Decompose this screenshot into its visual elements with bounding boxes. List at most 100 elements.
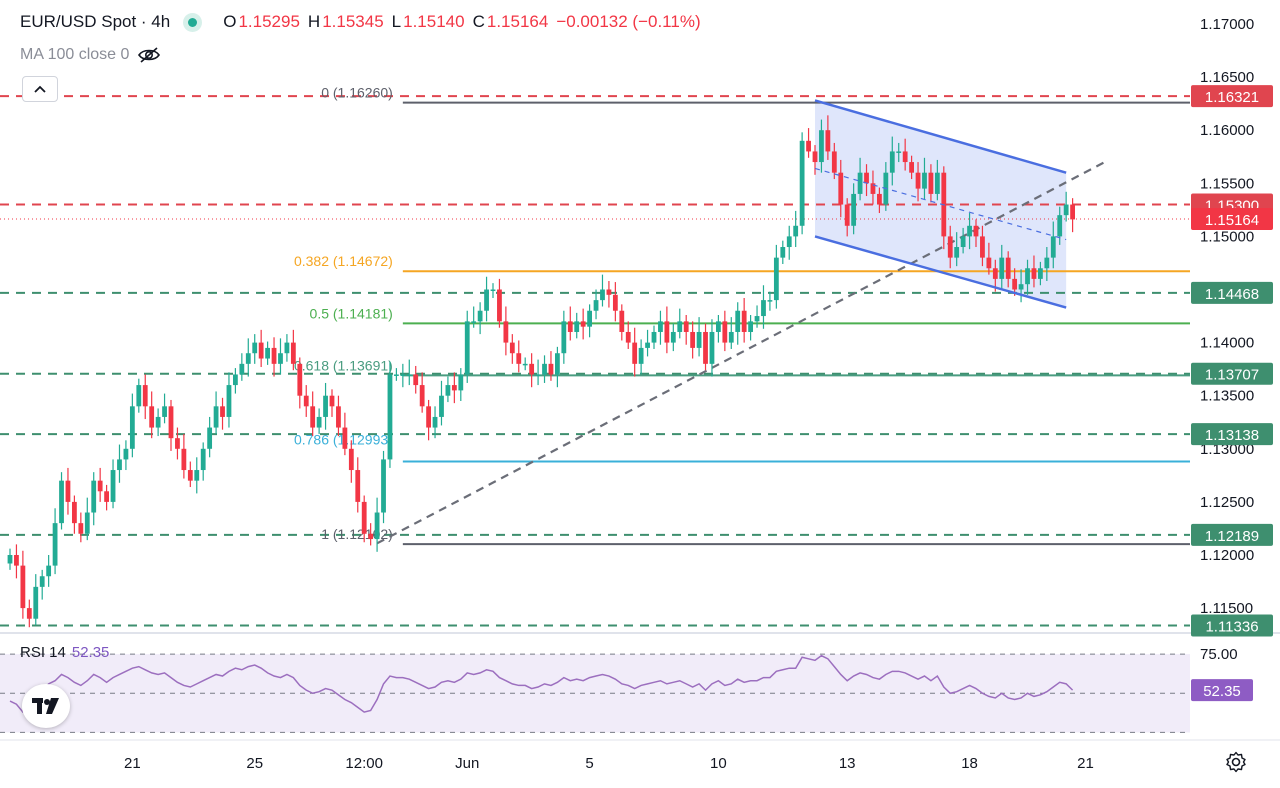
tradingview-logo[interactable] (22, 684, 70, 728)
candle-body (793, 225, 799, 237)
candle-body (889, 151, 895, 173)
candle-body (761, 300, 766, 317)
price-level-badge-text: 1.14468 (1205, 286, 1259, 303)
candle-body (1005, 257, 1011, 279)
gear-icon[interactable] (1224, 750, 1248, 774)
time-tick-label: 25 (246, 755, 263, 772)
candle-body (233, 374, 238, 386)
chevron-up-icon (34, 85, 46, 93)
candle-body (162, 406, 167, 417)
candle-body (7, 555, 13, 564)
candle-body (509, 342, 515, 354)
channel-lower-line (814, 235, 1067, 309)
rsi-value: 52.35 (71, 644, 110, 661)
candle-body (464, 321, 470, 375)
candle-body (104, 491, 109, 502)
eye-hidden-icon[interactable] (137, 46, 161, 64)
candle-body (117, 459, 122, 471)
candle-body (181, 448, 187, 471)
candle-body (555, 353, 560, 375)
price-tick-label: 1.12500 (1200, 494, 1254, 511)
candle-body (323, 395, 328, 417)
price-level-badge (1191, 423, 1273, 446)
price-level-badge-text: 1.12189 (1205, 528, 1259, 545)
candle-body (91, 480, 97, 513)
candle-body (870, 183, 876, 194)
candle-body (245, 353, 251, 364)
candle-body (593, 300, 599, 311)
candle-body (535, 374, 541, 376)
candle-body (129, 406, 135, 449)
symbol-title[interactable]: EUR/USD Spot · 4h (20, 12, 171, 31)
candle-body (316, 416, 322, 428)
candle-body (716, 321, 721, 332)
candle-body (26, 608, 32, 619)
candle-body (709, 331, 715, 364)
candle-body (239, 363, 245, 375)
price-tick-label: 1.11500 (1200, 600, 1253, 617)
candle-body (819, 130, 824, 163)
open-value: 1.15295 (238, 12, 300, 31)
candle-body (278, 353, 283, 364)
candle-body (168, 406, 174, 439)
candle-body (645, 342, 650, 348)
candle-body (1050, 236, 1056, 258)
rsi-legend[interactable]: RSI 14 52.35 (20, 644, 109, 661)
current-price-badge (1191, 207, 1273, 230)
candle-body (838, 172, 844, 205)
candle-body (451, 385, 457, 391)
price-tick-label: 1.12000 (1200, 547, 1254, 564)
candle-body (754, 316, 760, 322)
candle-body (722, 321, 728, 343)
candle-body (567, 321, 573, 332)
candle-body (72, 501, 77, 524)
candle-body (1070, 204, 1075, 220)
price-level-badge-text: 1.13707 (1205, 367, 1259, 384)
price-tick-label: 1.16500 (1200, 69, 1254, 86)
candle-body (612, 294, 618, 311)
candle-body (741, 310, 747, 332)
candle-body (123, 448, 129, 460)
candle-body (1025, 268, 1030, 285)
candle-body (690, 331, 696, 348)
tradingview-logo-icon (32, 698, 59, 714)
candle-body (877, 193, 882, 205)
change-value: −0.00132 (−0.11%) (556, 12, 701, 31)
candle-body (780, 247, 786, 258)
candle-body (252, 342, 258, 354)
candle-body (735, 310, 741, 332)
candle-body (600, 289, 605, 301)
indicator-legend[interactable]: MA 100 close 0 (20, 46, 161, 64)
candle-body (851, 193, 857, 226)
rsi-label: RSI 14 (20, 644, 66, 661)
channel-mid-line (814, 167, 1067, 241)
candle-body (265, 347, 270, 359)
candle-body (619, 310, 625, 332)
candle-body (625, 331, 631, 343)
candle-body (1044, 257, 1050, 269)
candle-body (336, 406, 341, 428)
candle-body (39, 576, 45, 587)
candle-body (670, 331, 676, 343)
candle-body (194, 470, 200, 481)
candle-body (696, 331, 702, 348)
candle-body (297, 363, 303, 396)
candle-body (1038, 268, 1043, 279)
candle-body (200, 448, 206, 471)
candle-body (361, 501, 367, 534)
candle-body (896, 151, 902, 153)
candle-body (471, 321, 477, 323)
collapse-legend-button[interactable] (22, 76, 58, 102)
candle-body (374, 512, 380, 540)
price-level-badge-text: 1.16321 (1205, 89, 1259, 106)
high-label: H (307, 12, 321, 31)
candle-body (400, 374, 406, 376)
candle-body (207, 427, 213, 449)
candle-body (999, 257, 1005, 279)
candle-body (497, 289, 502, 322)
candle-body (52, 523, 58, 566)
open-label: O (223, 12, 237, 31)
candle-body (220, 406, 225, 417)
candle-body (857, 172, 863, 194)
